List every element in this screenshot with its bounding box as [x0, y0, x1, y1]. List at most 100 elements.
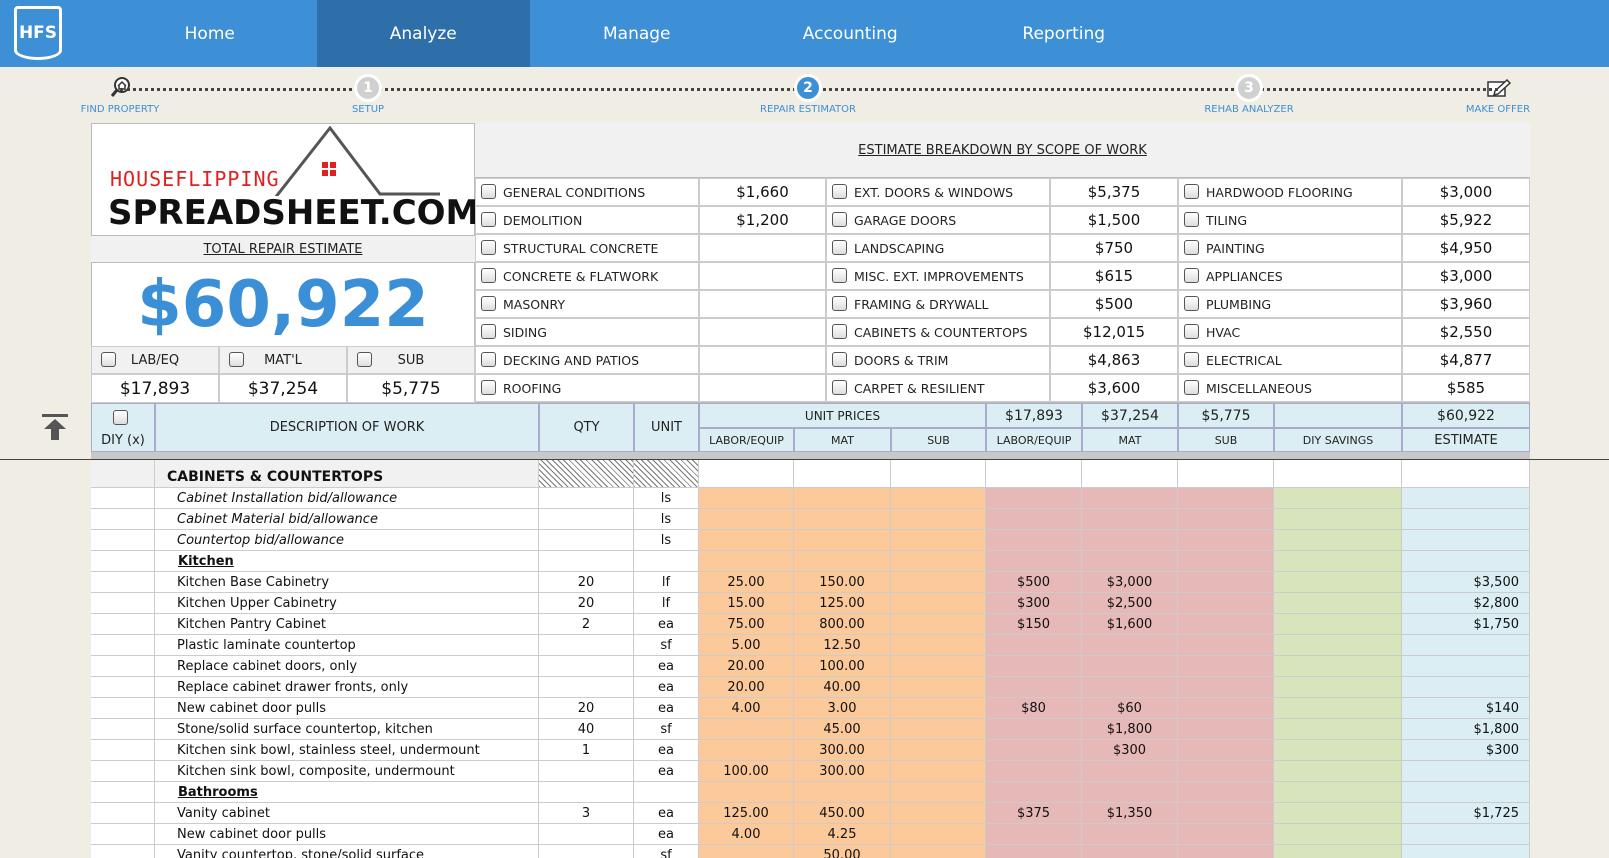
table-cell: Kitchen Pantry Cabinet: [155, 614, 539, 635]
table-cell: [986, 460, 1082, 488]
step-label[interactable]: SETUP: [351, 103, 385, 115]
table-cell: $300: [1082, 740, 1178, 761]
nav-logo[interactable]: HFS: [14, 6, 62, 60]
diy-cell: [91, 719, 155, 740]
table-cell: $2,800: [1402, 593, 1530, 614]
table-cell: $150: [986, 614, 1082, 635]
table-cell: Vanity cabinet: [155, 803, 539, 824]
step-label[interactable]: FIND PROPERTY: [80, 103, 160, 115]
table-cell: [1274, 656, 1402, 677]
scope-cell: ROOFING: [475, 374, 699, 402]
table-cell: [986, 677, 1082, 698]
step-label[interactable]: REHAB ANALYZER: [1204, 103, 1294, 115]
checkbox[interactable]: [1184, 212, 1199, 227]
table-cell: [986, 656, 1082, 677]
checkbox[interactable]: [481, 296, 496, 311]
checkbox[interactable]: [481, 212, 496, 227]
table-cell: [986, 530, 1082, 551]
table-cell: 4.00: [699, 698, 794, 719]
table-cell: [539, 488, 634, 509]
nav-item[interactable]: Analyze: [316, 0, 530, 67]
logo-roof: [274, 126, 440, 196]
checkbox[interactable]: [481, 268, 496, 283]
checkbox[interactable]: [1184, 184, 1199, 199]
table-cell: 40.00: [794, 677, 891, 698]
checkbox[interactable]: [832, 352, 847, 367]
find-property-icon[interactable]: [110, 76, 132, 98]
checkbox[interactable]: [101, 352, 116, 367]
column-header: MAT: [1082, 428, 1178, 452]
step-label[interactable]: MAKE OFFER: [1465, 103, 1531, 115]
table-cell: 125.00: [794, 593, 891, 614]
table-cell: [1178, 719, 1274, 740]
checkbox[interactable]: [832, 268, 847, 283]
scope-amount-cell: $585: [1402, 374, 1530, 402]
step-circle[interactable]: 1: [354, 74, 382, 102]
table-cell: [891, 509, 986, 530]
checkbox[interactable]: [481, 240, 496, 255]
table-cell: [539, 782, 634, 803]
table-cell: [1274, 740, 1402, 761]
table-cell: [1402, 488, 1530, 509]
table-cell: [699, 509, 794, 530]
table-cell: $500: [986, 572, 1082, 593]
nav-item[interactable]: Reporting: [1022, 23, 1106, 44]
checkbox[interactable]: [1184, 352, 1199, 367]
table-cell: Replace cabinet doors, only: [155, 656, 539, 677]
checkbox[interactable]: [1184, 380, 1199, 395]
nav-item[interactable]: Manage: [602, 23, 671, 44]
checkbox[interactable]: [481, 380, 496, 395]
table-cell: [891, 761, 986, 782]
checkbox[interactable]: [832, 324, 847, 339]
checkbox[interactable]: [481, 352, 496, 367]
scope-cell: PLUMBING: [1178, 290, 1402, 318]
table-cell: [1178, 803, 1274, 824]
checkbox[interactable]: [832, 296, 847, 311]
step-circle[interactable]: 2: [794, 74, 822, 102]
checkbox[interactable]: [1184, 240, 1199, 255]
table-cell: [986, 719, 1082, 740]
checkbox[interactable]: [1184, 268, 1199, 283]
checkbox[interactable]: [481, 324, 496, 339]
table-cell: Kitchen Upper Cabinetry: [155, 593, 539, 614]
estimate-total-header: $60,922: [1402, 403, 1530, 428]
table-cell: [1178, 551, 1274, 572]
checkbox[interactable]: [113, 410, 128, 425]
checkbox[interactable]: [832, 184, 847, 199]
step-label[interactable]: REPAIR ESTIMATOR: [760, 103, 856, 115]
diy-cell: [91, 824, 155, 845]
scope-amount-cell: $1,200: [699, 206, 826, 234]
table-cell: [891, 635, 986, 656]
checkbox[interactable]: [481, 184, 496, 199]
step-circle[interactable]: 3: [1235, 74, 1263, 102]
diy-cell: [91, 698, 155, 719]
scope-amount-cell: $3,960: [1402, 290, 1530, 318]
diy-cell: [91, 593, 155, 614]
scope-cell: CABINETS & COUNTERTOPS: [826, 318, 1050, 346]
table-cell: [1178, 572, 1274, 593]
table-cell: [539, 761, 634, 782]
nav-item[interactable]: Home: [184, 23, 235, 44]
scope-cell: APPLIANCES: [1178, 262, 1402, 290]
table-cell: [699, 488, 794, 509]
checkbox[interactable]: [832, 212, 847, 227]
checkbox[interactable]: [1184, 296, 1199, 311]
table-cell: Kitchen sink bowl, composite, undermount: [155, 761, 539, 782]
table-cell: $1,725: [1402, 803, 1530, 824]
table-cell: [1082, 656, 1178, 677]
table-cell: [539, 460, 634, 488]
table-cell: 450.00: [794, 803, 891, 824]
checkbox[interactable]: [357, 352, 372, 367]
table-cell: ea: [634, 761, 699, 782]
nav-item[interactable]: Accounting: [802, 23, 898, 44]
checkbox[interactable]: [229, 352, 244, 367]
table-cell: sf: [634, 635, 699, 656]
scroll-top-icon[interactable]: [40, 413, 70, 441]
table-cell: 20: [539, 572, 634, 593]
table-cell: Vanity countertop, stone/solid surface: [155, 845, 539, 858]
unit-prices-header: UNIT PRICES: [699, 403, 986, 428]
checkbox[interactable]: [832, 240, 847, 255]
table-cell: [699, 551, 794, 572]
checkbox[interactable]: [832, 380, 847, 395]
checkbox[interactable]: [1184, 324, 1199, 339]
